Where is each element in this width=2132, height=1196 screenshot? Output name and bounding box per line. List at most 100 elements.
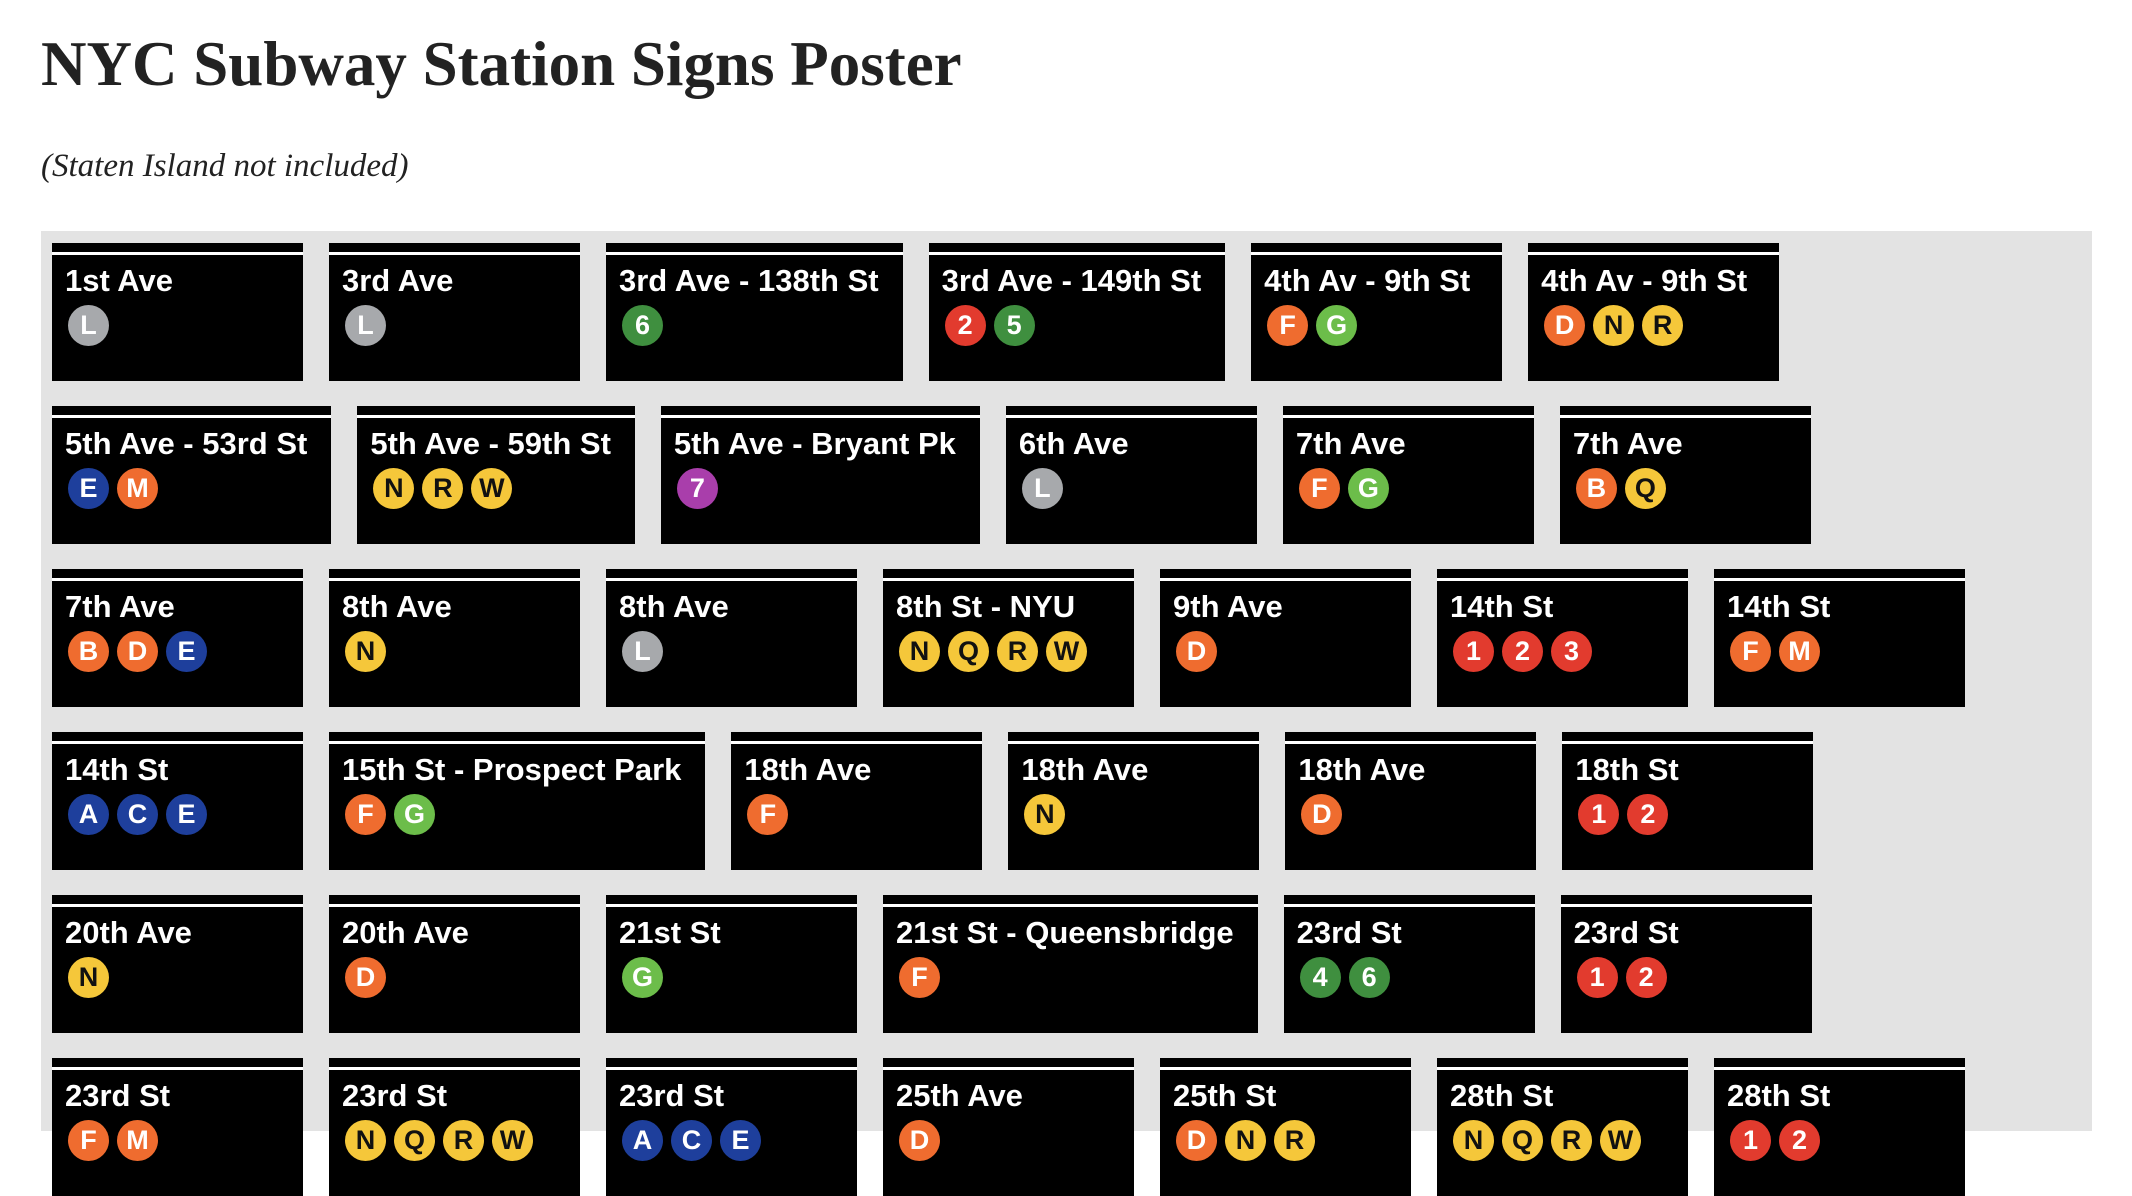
line-bullets: 6 xyxy=(622,305,879,346)
line-bullet: Q xyxy=(394,1120,435,1161)
station-sign: 4th Av - 9th St D N R xyxy=(1528,243,1780,381)
station-sign: 6th Ave L xyxy=(1005,406,1257,544)
line-bullet: W xyxy=(1046,631,1087,672)
station-sign: 5th Ave - 53rd St E M xyxy=(52,406,332,544)
station-name: 14th St xyxy=(1450,589,1554,624)
station-name: 3rd Ave xyxy=(342,263,454,298)
line-bullet: 1 xyxy=(1576,957,1618,998)
line-bullet: M xyxy=(1779,631,1820,672)
line-bullet: N xyxy=(68,957,109,998)
line-bullet: L xyxy=(1021,468,1063,509)
sign-row: 14th St A C E 15th St - Prospect Park F G 18th … xyxy=(52,732,2092,870)
station-sign: 20th Ave N xyxy=(52,895,303,1033)
line-bullet: Q xyxy=(1624,468,1666,509)
line-bullet: G xyxy=(394,794,435,835)
line-bullet: R xyxy=(422,468,464,509)
station-name: 28th St xyxy=(1450,1078,1554,1113)
station-name: 7th Ave xyxy=(1295,426,1406,461)
station-sign: 23rd St F M xyxy=(52,1058,303,1196)
line-bullet: F xyxy=(1298,468,1340,509)
line-bullets: L xyxy=(1021,468,1233,509)
station-name: 28th St xyxy=(1727,1078,1831,1113)
station-sign: 23rd St N Q R W xyxy=(329,1058,580,1196)
line-bullet: D xyxy=(345,957,386,998)
station-name: 23rd St xyxy=(619,1078,725,1113)
line-bullet: M xyxy=(117,1120,158,1161)
station-sign: 3rd Ave - 138th St 6 xyxy=(606,243,903,381)
line-bullet: N xyxy=(345,1120,386,1161)
poster: 1st Ave L 3rd Ave L 3rd Ave - 138th St 6 3rd A… xyxy=(41,231,2092,1196)
line-bullet: F xyxy=(747,794,789,835)
station-name: 3rd Ave - 138th St xyxy=(619,263,879,298)
line-bullets: F xyxy=(899,957,1234,998)
station-sign: 20th Ave D xyxy=(329,895,580,1033)
station-name: 23rd St xyxy=(1296,915,1402,950)
station-sign: 21st St - Queensbridge F xyxy=(883,895,1258,1033)
line-bullet: N xyxy=(373,468,415,509)
line-bullet: N xyxy=(1453,1120,1494,1161)
line-bullet: 2 xyxy=(944,305,986,346)
station-name: 4th Av - 9th St xyxy=(1264,263,1471,298)
station-sign: 8th Ave L xyxy=(606,569,857,707)
line-bullets: G xyxy=(622,957,833,998)
line-bullet: L xyxy=(622,631,663,672)
station-name: 20th Ave xyxy=(342,915,469,950)
line-bullet: C xyxy=(117,794,158,835)
sign-row: 5th Ave - 53rd St E M 5th Ave - 59th St N R W 5… xyxy=(52,406,2092,544)
station-name: 7th Ave xyxy=(1572,426,1683,461)
line-bullet: L xyxy=(68,305,109,346)
line-bullet: D xyxy=(899,1120,940,1161)
line-bullet: F xyxy=(1267,305,1309,346)
station-name: 1st Ave xyxy=(65,263,173,298)
line-bullet: G xyxy=(1316,305,1358,346)
station-sign: 18th Ave F xyxy=(731,732,983,870)
line-bullet: D xyxy=(117,631,158,672)
line-bullet: B xyxy=(1575,468,1617,509)
line-bullets: D xyxy=(1176,631,1387,672)
station-sign: 18th St 1 2 xyxy=(1562,732,1814,870)
station-name: 18th Ave xyxy=(1298,752,1426,787)
line-bullet: R xyxy=(997,631,1038,672)
subtitle: (Staten Island not included) xyxy=(41,148,409,184)
line-bullets: D xyxy=(899,1120,1110,1161)
station-name: 5th Ave - Bryant Pk xyxy=(673,426,956,461)
sign-row: 23rd St F M 23rd St N Q R W 23rd St A C E 25th Ave D 2… xyxy=(52,1058,2092,1196)
line-bullet: R xyxy=(1274,1120,1315,1161)
station-sign: 14th St F M xyxy=(1714,569,1965,707)
line-bullet: 2 xyxy=(1627,794,1669,835)
station-sign: 7th Ave B D E xyxy=(52,569,303,707)
line-bullet: 4 xyxy=(1299,957,1341,998)
line-bullet: D xyxy=(1544,305,1586,346)
line-bullets: 7 xyxy=(676,468,956,509)
line-bullet: F xyxy=(345,794,386,835)
station-name: 18th Ave xyxy=(744,752,872,787)
line-bullet: 7 xyxy=(676,468,718,509)
line-bullet: 1 xyxy=(1453,631,1494,672)
line-bullet: W xyxy=(1600,1120,1641,1161)
station-name: 15th St - Prospect Park xyxy=(342,752,682,787)
station-sign: 23rd St 1 2 xyxy=(1560,895,1812,1033)
line-bullet: N xyxy=(345,631,386,672)
station-sign: 28th St 1 2 xyxy=(1714,1058,1965,1196)
line-bullet: C xyxy=(671,1120,712,1161)
station-name: 6th Ave xyxy=(1018,426,1129,461)
line-bullet: B xyxy=(68,631,109,672)
station-name: 18th Ave xyxy=(1021,752,1149,787)
station-sign: 28th St N Q R W xyxy=(1437,1058,1688,1196)
